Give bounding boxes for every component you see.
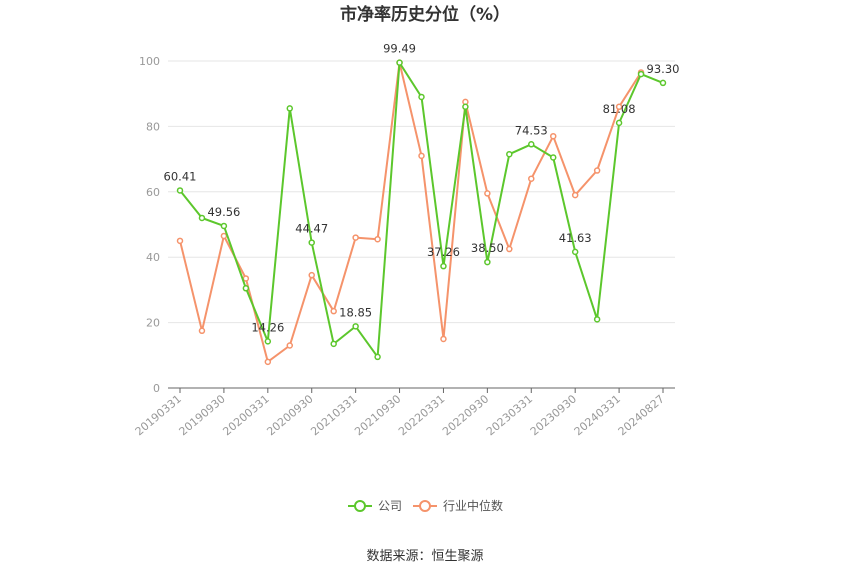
y-tick-label: 40 — [146, 251, 160, 264]
x-tick-label: 20220331 — [396, 392, 447, 438]
x-tick-label: 20200930 — [264, 392, 315, 438]
data-label: 81.08 — [603, 102, 636, 116]
data-point-company[interactable] — [615, 119, 623, 127]
data-point-industry[interactable] — [571, 191, 579, 199]
data-point-industry[interactable] — [352, 234, 359, 241]
data-point-industry[interactable] — [264, 358, 272, 366]
data-point-company[interactable] — [374, 353, 381, 361]
y-tick-label: 0 — [153, 382, 160, 395]
data-point-industry[interactable] — [286, 342, 294, 349]
data-point-industry[interactable] — [484, 190, 491, 197]
data-point-industry[interactable] — [506, 245, 513, 253]
data-label: 14.26 — [251, 320, 284, 334]
data-point-industry[interactable] — [176, 237, 184, 245]
data-point-company[interactable] — [484, 258, 491, 266]
data-point-company[interactable] — [637, 70, 645, 78]
data-label: 18.85 — [339, 305, 372, 319]
series-line-company — [179, 61, 664, 358]
data-point-company[interactable] — [659, 79, 667, 87]
data-point-industry[interactable] — [615, 103, 623, 111]
data-point-company[interactable] — [396, 59, 403, 66]
x-tick-label: 20190331 — [133, 392, 184, 438]
data-point-company[interactable] — [242, 285, 250, 292]
data-label: 49.56 — [207, 205, 240, 219]
data-point-company[interactable] — [352, 323, 359, 330]
data-point-company[interactable] — [286, 105, 294, 112]
x-axis: 2019033120190930202003312020093020210331… — [133, 387, 675, 438]
x-tick-label: 20230930 — [528, 392, 579, 438]
data-point-industry[interactable] — [593, 167, 601, 174]
x-tick-label: 20240331 — [572, 392, 623, 438]
y-tick-label: 60 — [146, 186, 160, 199]
data-point-company[interactable] — [330, 340, 337, 348]
data-point-company[interactable] — [528, 141, 535, 148]
x-tick-label: 20200331 — [220, 392, 271, 438]
y-tick-label: 80 — [146, 120, 160, 133]
data-point-company[interactable] — [593, 316, 601, 323]
y-tick-label: 20 — [146, 317, 160, 330]
x-tick-label: 20190930 — [177, 392, 228, 438]
data-label: 93.30 — [647, 62, 680, 76]
data-point-industry[interactable] — [330, 307, 337, 315]
data-point-company[interactable] — [462, 103, 469, 111]
x-tick-label: 20230331 — [484, 392, 535, 438]
legend-item-company[interactable]: 公司 — [348, 499, 402, 513]
series-layer — [176, 59, 667, 366]
data-point-company[interactable] — [549, 154, 557, 161]
data-label: 41.63 — [559, 231, 592, 245]
data-label: 60.41 — [164, 169, 197, 183]
data-point-industry[interactable] — [418, 152, 425, 160]
legend-label-company: 公司 — [378, 499, 402, 513]
legend-item-industry[interactable]: 行业中位数 — [413, 498, 503, 513]
legend-marker-industry — [419, 500, 431, 512]
data-point-company[interactable] — [571, 248, 579, 256]
data-labels: 60.41 49.56 14.26 44.47 18.85 99.49 37.26 38.50… — [164, 42, 680, 335]
data-label: 44.47 — [295, 222, 328, 236]
legend-marker-company — [354, 500, 366, 512]
y-axis: 0 20 40 60 80 100 — [139, 55, 160, 395]
legend[interactable]: 公司 行业中位数 — [348, 498, 503, 513]
legend-label-industry: 行业中位数 — [443, 498, 503, 513]
grid — [168, 60, 675, 324]
data-label: 38.50 — [471, 241, 504, 255]
data-point-industry[interactable] — [440, 335, 447, 343]
x-tick-label: 20210331 — [308, 392, 359, 438]
data-point-industry[interactable] — [242, 275, 250, 282]
data-point-industry[interactable] — [374, 235, 381, 243]
data-point-industry[interactable] — [220, 232, 228, 240]
x-tick-label: 20240827 — [616, 392, 667, 438]
data-point-company[interactable] — [418, 93, 425, 101]
data-point-company[interactable] — [308, 239, 315, 246]
data-point-company[interactable] — [176, 187, 184, 194]
data-label: 37.26 — [427, 245, 460, 259]
data-label: 99.49 — [383, 42, 416, 56]
data-point-company[interactable] — [198, 214, 206, 222]
data-point-company[interactable] — [220, 222, 228, 230]
series-line-industry — [179, 61, 642, 363]
x-tick-label: 20210930 — [352, 392, 403, 438]
data-point-industry[interactable] — [549, 132, 557, 140]
data-point-industry[interactable] — [198, 327, 206, 335]
data-point-industry[interactable] — [528, 175, 535, 182]
source-note: 数据来源：恒生聚源 — [366, 549, 483, 564]
x-tick-label: 20220930 — [440, 392, 491, 438]
data-point-industry[interactable] — [308, 271, 315, 279]
y-tick-label: 100 — [139, 55, 160, 68]
data-point-company[interactable] — [506, 150, 513, 158]
data-label: 74.53 — [515, 123, 548, 137]
data-point-company[interactable] — [264, 338, 272, 345]
data-point-company[interactable] — [440, 262, 447, 270]
chart-title: 市净率历史分位（%） — [340, 4, 510, 25]
